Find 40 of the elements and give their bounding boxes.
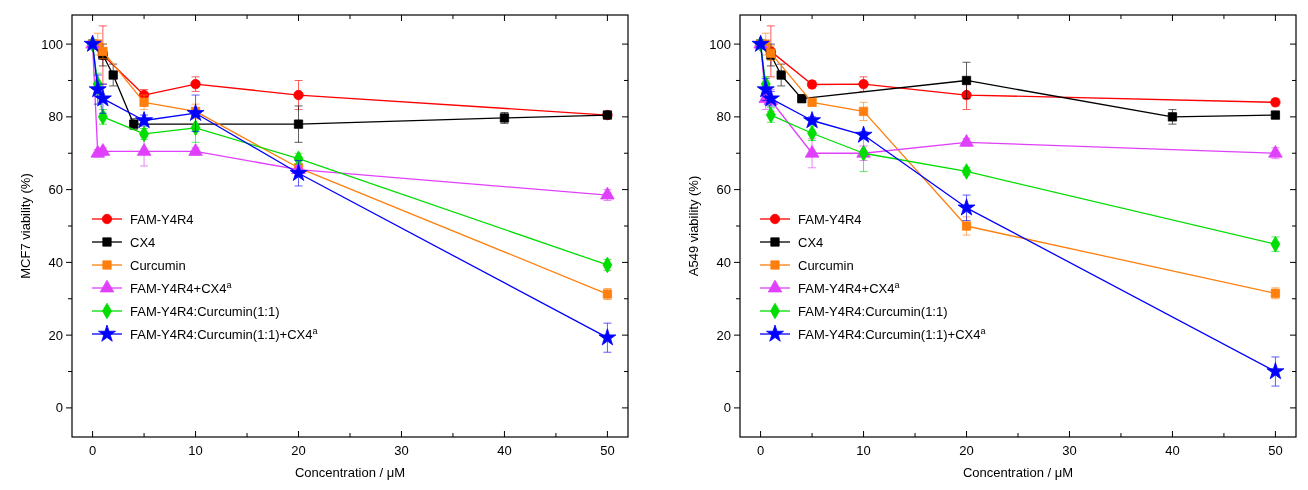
x-tick-label: 0 — [88, 443, 97, 458]
y-tick-label: 40 — [48, 254, 63, 270]
y-tick-label: 0 — [723, 400, 731, 416]
x-tick-label: 50 — [600, 443, 615, 458]
y-tick-label: 80 — [716, 109, 731, 125]
x-tick-label: 30 — [394, 443, 409, 458]
legend-label: FAM-Y4R4+CX4$^{a}$ — [130, 280, 233, 296]
x-tick-label: 50 — [1268, 443, 1283, 458]
y-tick-label: 40 — [716, 254, 731, 270]
y-tick-label: 60 — [48, 182, 63, 198]
x-axis-title: Concentration / μM — [294, 465, 406, 480]
x-tick-label: 30 — [1062, 443, 1077, 458]
y-tick-label: 20 — [48, 327, 63, 343]
x-tick-label: 0 — [756, 443, 765, 458]
y-tick-label: 100 — [709, 36, 731, 52]
legend-label: FAM-Y4R4:Curcumin(1:1) — [798, 304, 948, 319]
y-tick-label: 0 — [55, 400, 63, 416]
legend-label: Curcumin — [798, 258, 854, 273]
y-tick-label: 100 — [41, 36, 63, 52]
x-tick-label: 10 — [188, 443, 203, 458]
y-axis-title: MCF7 viability (%) — [18, 173, 33, 279]
legend-label: FAM-Y4R4+CX4$^{a}$ — [798, 280, 901, 296]
legend-label: CX4 — [130, 235, 156, 250]
y-axis-title: A549 viability (%) — [686, 175, 701, 277]
x-tick-label: 20 — [959, 443, 974, 458]
legend-label: FAM-Y4R4:Curcumin(1:1) — [130, 304, 280, 319]
legend-label: FAM-Y4R4:Curcumin(1:1)+CX4$^{a}$ — [130, 326, 319, 342]
y-tick-label: 80 — [48, 109, 63, 125]
legend-label: FAM-Y4R4 — [130, 212, 194, 227]
legend-label: FAM-Y4R4:Curcumin(1:1)+CX4$^{a}$ — [798, 326, 987, 342]
x-tick-label: 10 — [856, 443, 871, 458]
x-tick-label: 20 — [291, 443, 306, 458]
y-tick-label: 20 — [716, 327, 731, 343]
legend-label: FAM-Y4R4 — [798, 212, 862, 227]
x-tick-label: 40 — [1165, 443, 1180, 458]
y-tick-label: 60 — [716, 182, 731, 198]
x-axis-title: Concentration / μM — [962, 465, 1074, 480]
legend-label: CX4 — [798, 235, 824, 250]
legend-label: Curcumin — [130, 258, 186, 273]
x-tick-label: 40 — [497, 443, 512, 458]
